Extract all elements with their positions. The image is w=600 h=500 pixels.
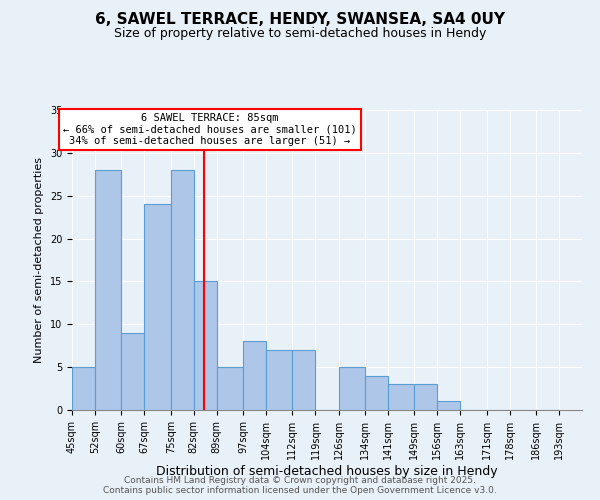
Text: Contains HM Land Registry data © Crown copyright and database right 2025.
Contai: Contains HM Land Registry data © Crown c… bbox=[103, 476, 497, 495]
Bar bbox=[388, 384, 414, 410]
Bar bbox=[121, 333, 145, 410]
Bar bbox=[72, 367, 95, 410]
Bar bbox=[365, 376, 388, 410]
Y-axis label: Number of semi-detached properties: Number of semi-detached properties bbox=[34, 157, 44, 363]
Bar bbox=[95, 170, 121, 410]
Bar bbox=[414, 384, 437, 410]
Bar bbox=[266, 350, 292, 410]
Bar bbox=[171, 170, 194, 410]
Text: Size of property relative to semi-detached houses in Hendy: Size of property relative to semi-detach… bbox=[114, 28, 486, 40]
Bar bbox=[145, 204, 171, 410]
X-axis label: Distribution of semi-detached houses by size in Hendy: Distribution of semi-detached houses by … bbox=[156, 464, 498, 477]
Text: 6, SAWEL TERRACE, HENDY, SWANSEA, SA4 0UY: 6, SAWEL TERRACE, HENDY, SWANSEA, SA4 0U… bbox=[95, 12, 505, 28]
Bar bbox=[194, 282, 217, 410]
Text: 6 SAWEL TERRACE: 85sqm
← 66% of semi-detached houses are smaller (101)
34% of se: 6 SAWEL TERRACE: 85sqm ← 66% of semi-det… bbox=[63, 113, 356, 146]
Bar bbox=[292, 350, 316, 410]
Bar bbox=[437, 402, 460, 410]
Bar bbox=[243, 342, 266, 410]
Bar bbox=[338, 367, 365, 410]
Bar bbox=[217, 367, 243, 410]
